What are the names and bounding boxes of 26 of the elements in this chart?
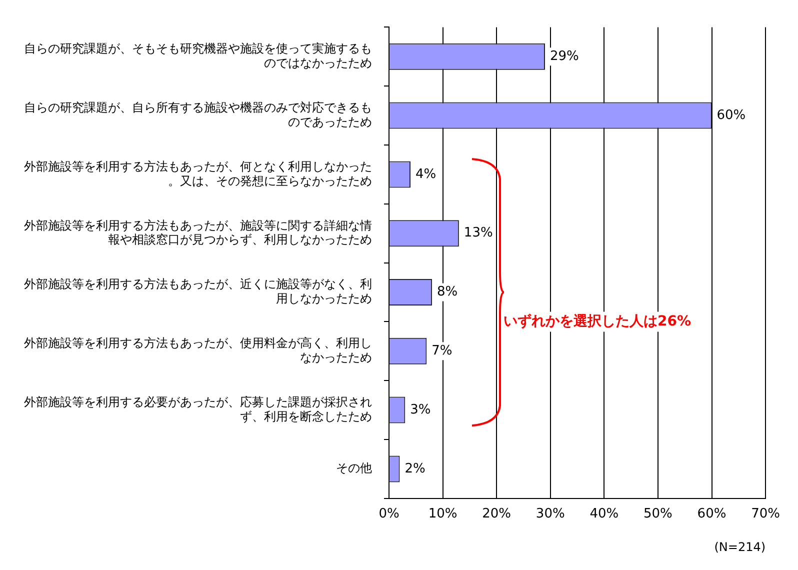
y-tick-label: 外部施設等を利用する必要があったが、応募した課題が採択されず、利用を断念したため <box>24 394 372 424</box>
x-tick-label: 0% <box>378 506 400 522</box>
y-tick-label: 外部施設等を利用する方法もあったが、何となく利用しなかった。又は、その発想に至らなかったため <box>24 159 372 188</box>
y-tick-label: 自らの研究課題が、そもそも研究機器や施設を使って実施するものではなかったため <box>24 42 372 70</box>
x-tick-label: 30% <box>536 506 565 522</box>
data-label: 8% <box>437 284 458 300</box>
data-label: 29% <box>550 49 579 64</box>
x-tick-label: 60% <box>697 506 726 522</box>
x-tick-label: 70% <box>751 506 780 522</box>
x-tick-label: 50% <box>644 506 672 522</box>
data-label: 2% <box>404 461 426 476</box>
y-tick-label: 外部施設等を利用する方法もあったが、使用料金が高く、利用しなかったため <box>24 336 372 364</box>
x-tick-label: 40% <box>590 506 619 522</box>
data-label: 4% <box>416 166 436 182</box>
data-label: 13% <box>464 226 493 241</box>
y-tick-label: 自らの研究課題が、自ら所有する施設や機器のみで対応できるものであったため <box>24 100 372 129</box>
y-tick-label: 外部施設等を利用する方法もあったが、施設等に関する詳細な情報や相談窓口が見つからず、利用しなかったため <box>24 218 372 247</box>
y-tick-label: その他 <box>336 461 372 476</box>
text: (N=214) <box>714 540 766 554</box>
x-tick-label: 10% <box>428 506 458 522</box>
data-label: 60% <box>716 108 746 123</box>
x-tick-label: 20% <box>482 506 512 522</box>
y-tick-label: 外部施設等を利用する方法もあったが、近くに施設等がなく、利用しなかったため <box>24 277 372 306</box>
data-label: 3% <box>410 402 431 418</box>
annotation: いずれかを選択した人は26% <box>504 313 692 330</box>
data-label: 7% <box>432 344 452 359</box>
